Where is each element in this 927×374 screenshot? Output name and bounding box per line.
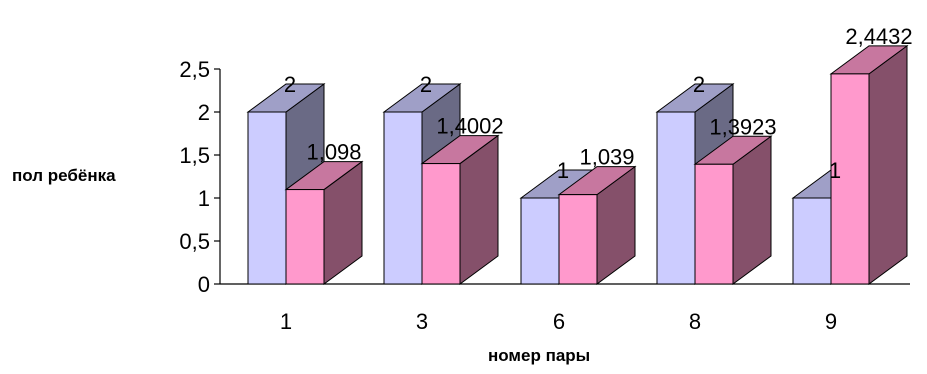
bar-1-8 [656, 111, 696, 285]
data-label: 1,039 [579, 145, 634, 170]
bar-2-3 [421, 163, 461, 285]
y-tick-label: 0,5 [179, 229, 210, 254]
bar-1-6 [520, 197, 560, 285]
bar-2-9 [830, 73, 870, 285]
x-tick-label: 1 [280, 309, 292, 334]
data-label: 1,3923 [709, 114, 776, 139]
data-label: 2,4432 [845, 24, 912, 49]
data-label: 2 [693, 72, 705, 97]
bar-2-6 [558, 194, 598, 285]
y-tick-label: 2,5 [179, 57, 210, 82]
data-label: 1,4002 [436, 114, 503, 139]
x-tick-label: 9 [825, 309, 837, 334]
x-tick-label: 8 [689, 309, 701, 334]
x-axis-title: номер пары [488, 346, 591, 365]
bar-side-2-9 [868, 44, 908, 285]
data-label: 1 [829, 158, 841, 183]
data-label: 2 [284, 72, 296, 97]
data-label: 2 [420, 72, 432, 97]
y-tick-label: 1,5 [179, 143, 210, 168]
data-label: 1 [557, 158, 569, 183]
bar-2-8 [694, 163, 734, 285]
bar-1-1 [247, 111, 287, 285]
x-tick-label: 6 [553, 309, 565, 334]
bar-1-9 [792, 197, 832, 285]
bar-1-3 [383, 111, 423, 285]
y-axis-title: пол ребёнка [12, 166, 116, 185]
data-label: 1,098 [306, 140, 361, 165]
y-tick-label: 2 [198, 100, 210, 125]
bar-2-1 [285, 189, 325, 285]
y-tick-label: 0 [198, 272, 210, 297]
y-tick-label: 1 [198, 186, 210, 211]
x-tick-label: 3 [416, 309, 428, 334]
